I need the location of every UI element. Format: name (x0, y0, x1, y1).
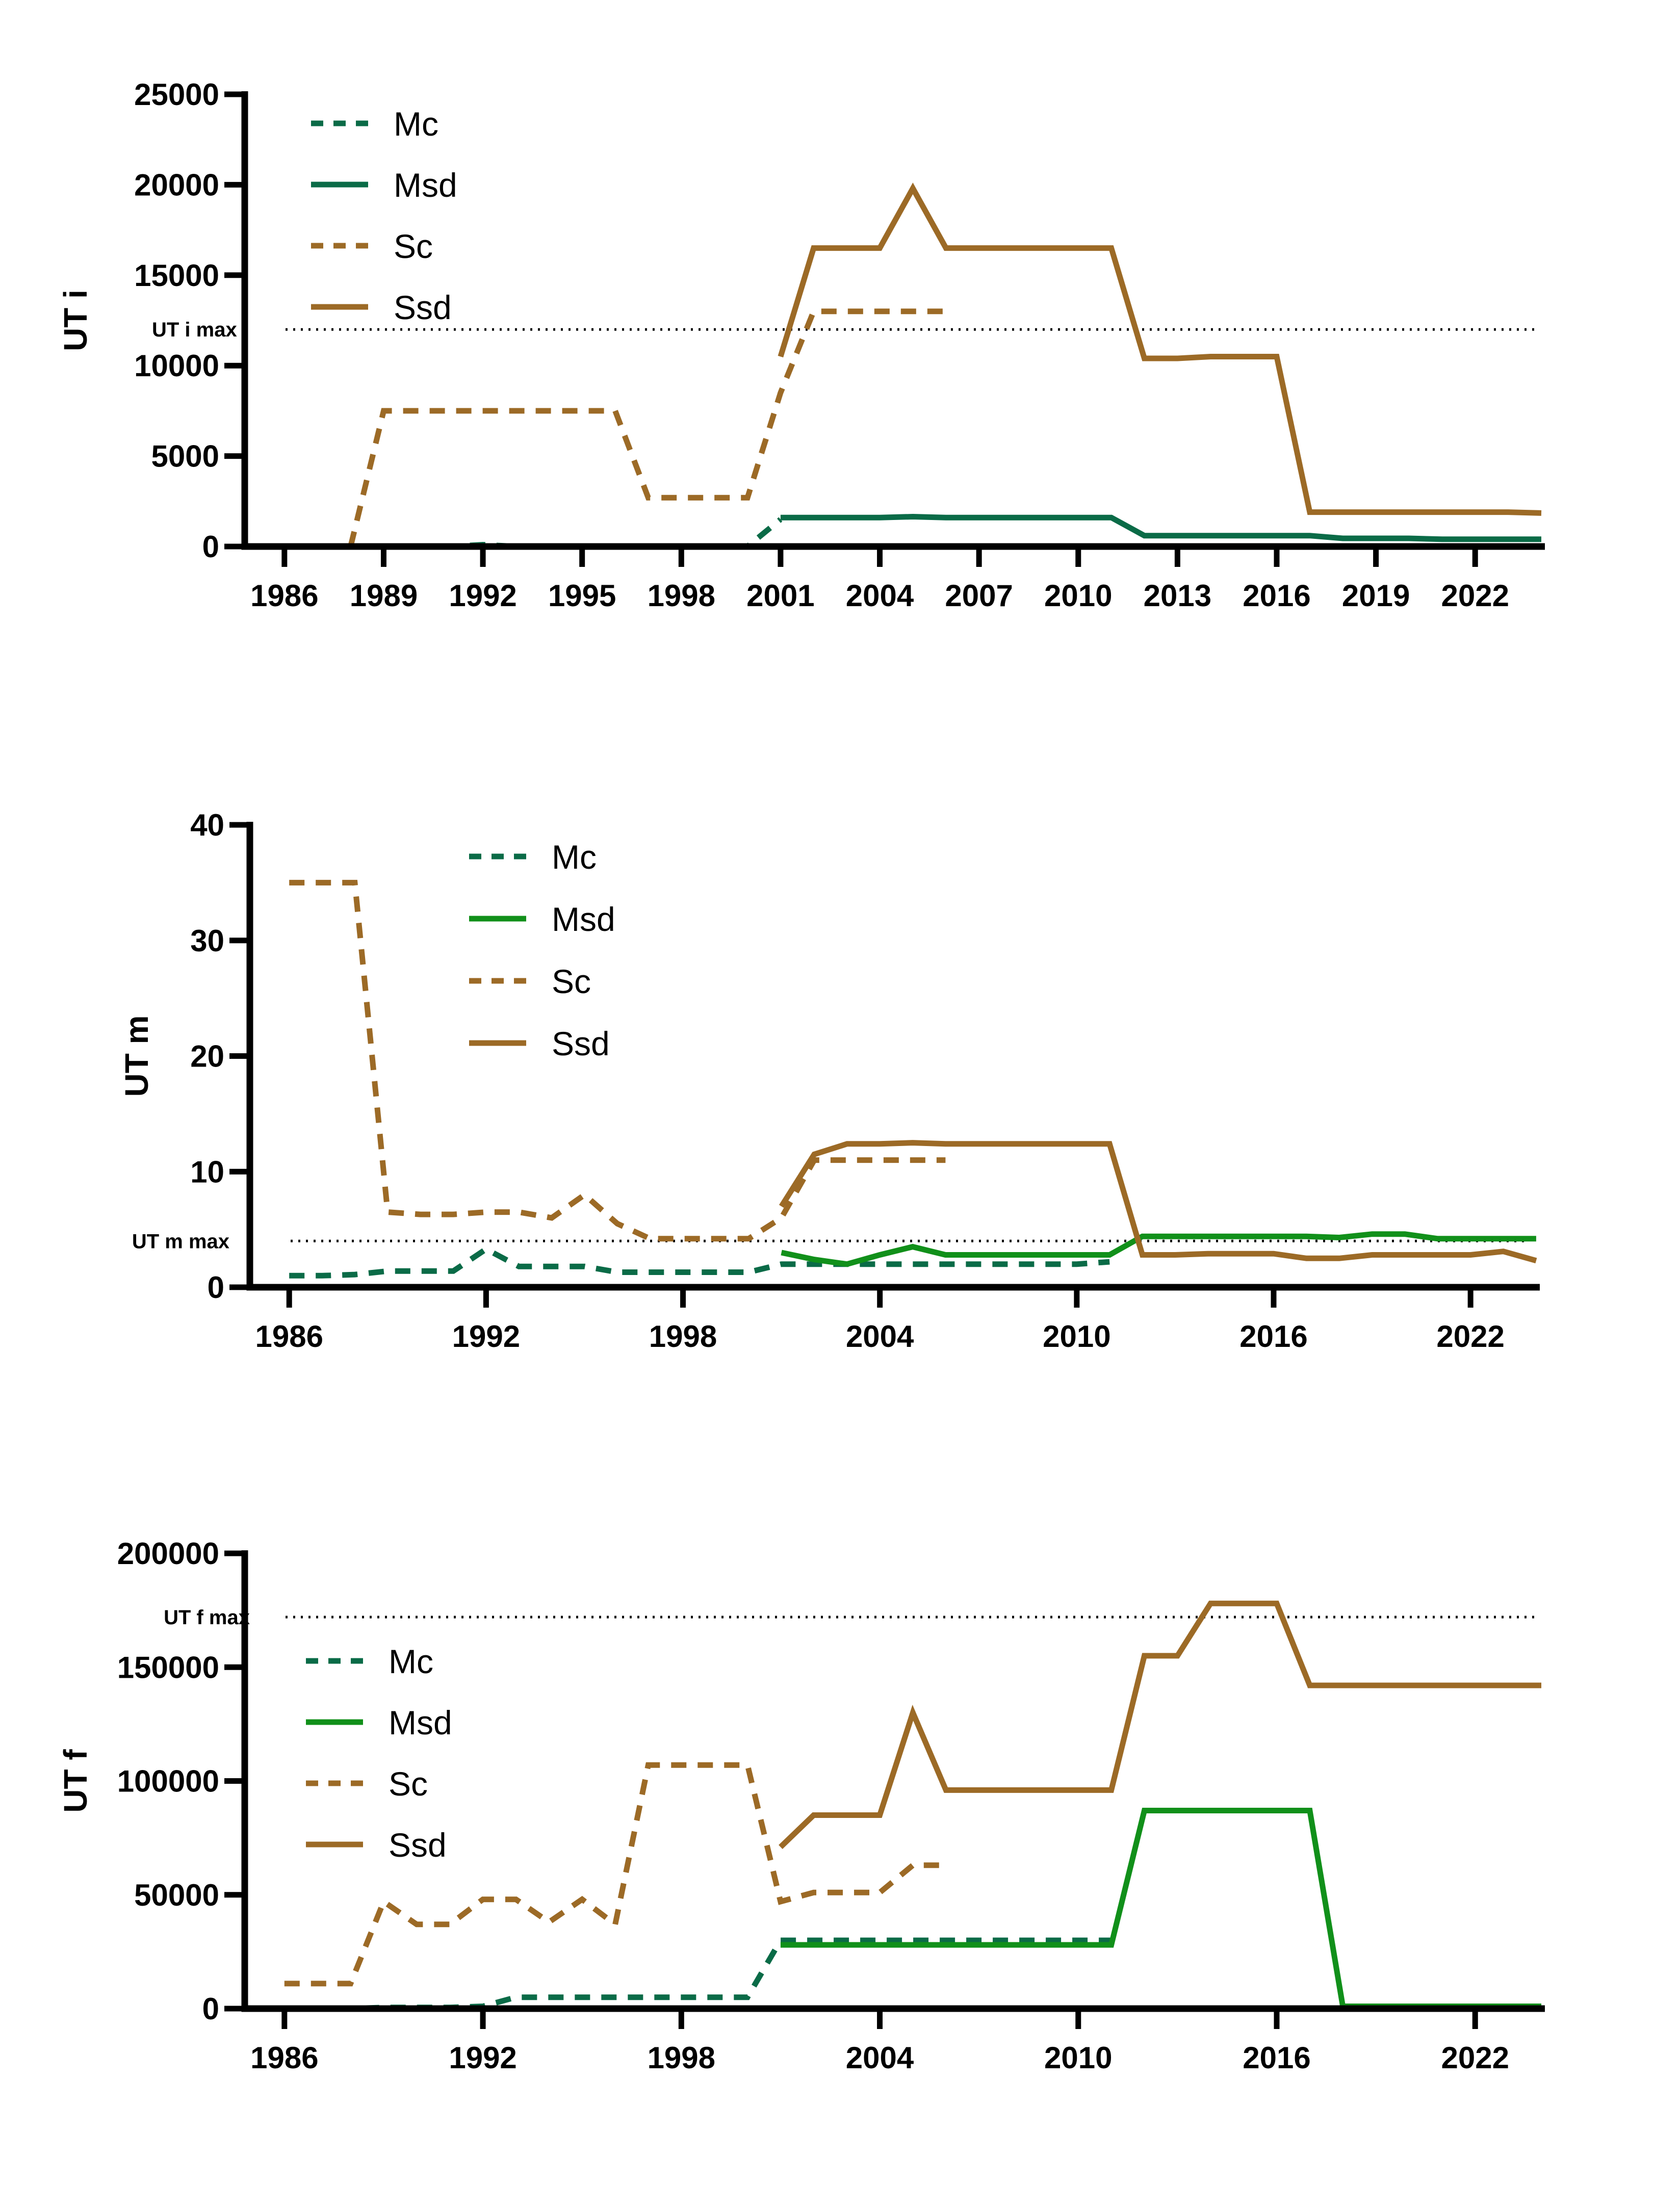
legend-item-sc: Sc (469, 963, 591, 1000)
legend-item-ssd: Ssd (469, 1025, 610, 1062)
series-line-msd (780, 1808, 1541, 2009)
legend-label: Mc (389, 1643, 433, 1680)
threshold-label: UT f max (164, 1606, 250, 1629)
x-tick-label: 2022 (1441, 579, 1509, 613)
series-line-ssd (778, 183, 1542, 516)
chart-panel-1: UT i max 0 5000 10000 15000 20000 25000 1986 198… (57, 77, 1545, 613)
x-tick-label: 2010 (1043, 1319, 1110, 1354)
series-line-msd (780, 513, 1541, 542)
threshold-label: UT i max (152, 319, 237, 341)
legend-label: Msd (552, 900, 615, 938)
series-line-mc (284, 1937, 1112, 2012)
legend-item-mc: Mc (306, 1643, 433, 1680)
legend-label: Sc (389, 1765, 428, 1803)
x-tick-label: 2007 (945, 579, 1013, 613)
legend: Mc Msd Sc Ssd (306, 1643, 452, 1864)
legend-label: Sc (394, 227, 433, 265)
legend-item-sc: Sc (306, 1765, 428, 1803)
series-line-msd (781, 1231, 1536, 1267)
y-tick-label: 0 (202, 530, 219, 564)
x-tick-label: 2022 (1436, 1319, 1504, 1354)
series-line-ssd (779, 1140, 1537, 1264)
legend-label: Ssd (552, 1025, 610, 1062)
series-line-sc (348, 308, 946, 548)
x-tick-label: 1998 (649, 1319, 717, 1354)
x-tick-label: 1992 (449, 2041, 516, 2075)
series-line-mc (289, 1245, 1110, 1279)
legend-item-ssd: Ssd (306, 1826, 447, 1864)
x-tick-label: 2001 (746, 579, 814, 613)
y-tick-label: 0 (208, 1270, 224, 1305)
x-tick-label: 1998 (648, 579, 715, 613)
y-tick-label: 30 (190, 924, 224, 958)
y-axis-label: UT f (57, 1749, 94, 1813)
legend: Mc Msd Sc Ssd (311, 105, 457, 326)
legend-item-msd: Msd (469, 900, 615, 938)
legend-label: Sc (552, 963, 591, 1000)
y-tick-label: 100000 (117, 1764, 219, 1799)
x-tick-label: 2013 (1144, 579, 1211, 613)
y-tick-label: 20 (190, 1039, 224, 1074)
y-tick-label: 0 (202, 1992, 219, 2026)
series-line-ssd (779, 1600, 1541, 1849)
x-tick-label: 2010 (1044, 579, 1112, 613)
legend-label: Ssd (394, 289, 452, 326)
legend-label: Mc (394, 105, 438, 143)
legend-item-mc: Mc (311, 105, 438, 143)
y-tick-label: 40 (190, 808, 224, 842)
x-tick-label: 2004 (846, 579, 914, 613)
series-line-mc (284, 517, 783, 550)
legend-item-msd: Msd (311, 166, 457, 204)
y-tick-label: 15000 (134, 258, 219, 293)
x-tick-label: 1986 (250, 579, 318, 613)
x-tick-label: 2019 (1342, 579, 1410, 613)
legend-label: Ssd (389, 1826, 447, 1864)
y-tick-label: 25000 (134, 77, 219, 112)
x-tick-label: 1989 (350, 579, 418, 613)
x-tick-label: 2016 (1243, 2041, 1310, 2075)
series-line-sc (284, 1762, 946, 1987)
legend-item-msd: Msd (306, 1704, 452, 1741)
legend-label: Msd (394, 166, 457, 204)
legend-item-mc: Mc (469, 838, 597, 876)
x-tick-label: 2016 (1243, 579, 1310, 613)
y-tick-label: 150000 (117, 1650, 219, 1684)
legend-item-ssd: Ssd (311, 289, 452, 326)
y-tick-label: 10000 (134, 349, 219, 383)
x-tick-label: 1998 (648, 2041, 715, 2075)
legend-label: Mc (552, 838, 597, 876)
chart-panel-2: UT m max 0 10 20 30 40 1986 1992 1998 2004 2010 201… (118, 808, 1540, 1354)
x-tick-label: 1986 (250, 2041, 318, 2075)
y-axis-label: UT m (118, 1016, 155, 1097)
y-tick-label: 200000 (117, 1537, 219, 1571)
legend: Mc Msd Sc Ssd (469, 838, 615, 1062)
y-tick-label: 50000 (134, 1878, 219, 1912)
chart-panel-3: UT f max 0 50000 100000 150000 200000 1986 1992… (57, 1537, 1545, 2075)
series-line-sc (289, 879, 946, 1242)
legend-item-sc: Sc (311, 227, 433, 265)
x-tick-label: 1995 (548, 579, 616, 613)
x-tick-label: 1992 (452, 1319, 520, 1354)
x-tick-label: 2022 (1441, 2041, 1509, 2075)
x-tick-label: 1986 (255, 1319, 323, 1354)
x-tick-label: 2004 (846, 1319, 914, 1354)
y-tick-label: 5000 (151, 439, 219, 474)
threshold-label: UT m max (132, 1230, 229, 1253)
y-axis-label: UT i (57, 290, 94, 351)
x-tick-label: 2016 (1239, 1319, 1307, 1354)
legend-label: Msd (389, 1704, 452, 1741)
x-tick-label: 2010 (1044, 2041, 1112, 2075)
y-tick-label: 10 (190, 1155, 224, 1189)
y-tick-label: 20000 (134, 168, 219, 202)
x-tick-label: 2004 (846, 2041, 914, 2075)
x-tick-label: 1992 (449, 579, 516, 613)
